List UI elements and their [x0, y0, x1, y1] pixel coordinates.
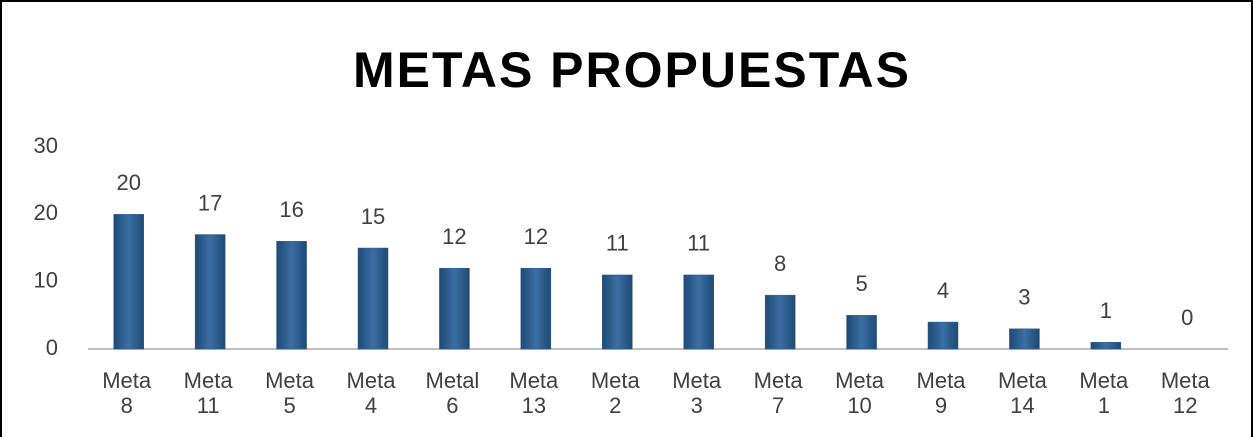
bar — [276, 241, 307, 350]
x-tick-label: Meta 14 — [997, 368, 1047, 418]
bar — [683, 274, 714, 350]
value-label: 4 — [937, 278, 949, 303]
value-label: 8 — [774, 251, 786, 276]
value-label: 11 — [606, 231, 629, 256]
bar — [439, 267, 470, 350]
value-label: 5 — [855, 271, 867, 296]
x-tick-label: Meta 1 — [1079, 368, 1129, 418]
value-label: 1 — [1100, 298, 1112, 323]
bar — [1009, 328, 1040, 350]
value-label: 16 — [279, 197, 303, 222]
y-tick-label: 30 — [34, 133, 58, 158]
chart-title: METAS PROPUESTAS — [353, 42, 911, 98]
value-label: 17 — [198, 190, 222, 215]
x-tick-label: Meta 11 — [183, 368, 233, 418]
x-tick-label: Meta 13 — [509, 368, 559, 418]
value-label: 12 — [442, 224, 466, 249]
x-tick-label: Meta 4 — [346, 368, 396, 418]
value-label: 0 — [1181, 305, 1193, 330]
bar — [113, 214, 144, 350]
y-tick-label: 0 — [46, 335, 58, 360]
bar — [764, 294, 796, 350]
value-label: 15 — [361, 204, 385, 229]
value-label: 12 — [524, 224, 548, 249]
x-tick-label: Meta 7 — [753, 368, 803, 418]
x-tick-label: Metal 6 — [425, 368, 480, 418]
bar — [602, 274, 633, 350]
x-tick-label: Meta 3 — [672, 368, 722, 418]
x-tick-label: Meta 8 — [102, 368, 152, 418]
x-tick-label: Meta 10 — [835, 368, 885, 418]
x-tick-label: Meta 9 — [916, 368, 966, 418]
x-tick-label: Meta 12 — [1160, 368, 1210, 418]
y-tick-label: 10 — [34, 267, 58, 292]
y-tick-label: 20 — [34, 200, 58, 225]
x-tick-label: Meta 2 — [590, 368, 640, 418]
bar — [357, 247, 389, 350]
value-label: 3 — [1018, 285, 1030, 310]
bar — [1090, 342, 1122, 350]
x-tick-label: Meta 5 — [265, 368, 315, 418]
value-label: 11 — [687, 231, 710, 256]
bar — [846, 315, 877, 350]
bar — [520, 267, 552, 350]
bar — [194, 234, 226, 350]
bar — [927, 321, 959, 350]
value-label: 20 — [116, 170, 140, 195]
